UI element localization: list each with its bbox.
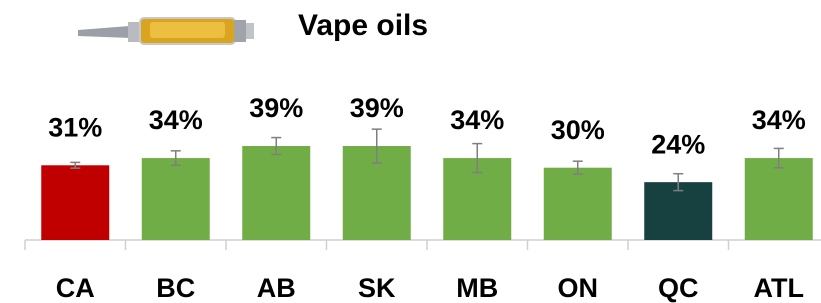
x-tick-label: SK xyxy=(358,273,396,303)
bar xyxy=(41,165,109,240)
chart-title: Vape oils xyxy=(298,9,428,42)
value-label: 30% xyxy=(551,115,605,145)
x-tick-label: AB xyxy=(257,273,296,303)
x-tick-label: CA xyxy=(56,273,95,303)
value-label: 34% xyxy=(450,105,504,135)
value-label: 39% xyxy=(350,93,404,123)
vape-cartridge-icon xyxy=(78,18,254,44)
x-tick-label: ATL xyxy=(754,273,804,303)
value-label: 34% xyxy=(149,105,203,135)
value-label: 31% xyxy=(48,112,102,142)
x-tick-label: BC xyxy=(156,273,195,303)
value-label: 39% xyxy=(249,93,303,123)
chart: Vape oils 31% CA 34% BC 39% AB 39% SK 34% MB 30% ON… xyxy=(0,0,821,303)
x-tick-label: MB xyxy=(456,273,498,303)
value-label: 34% xyxy=(752,105,806,135)
x-tick-label: QC xyxy=(658,273,699,303)
bar xyxy=(242,146,310,240)
bar xyxy=(544,168,612,240)
value-label: 24% xyxy=(651,129,705,159)
bar xyxy=(142,158,210,240)
bar xyxy=(745,158,813,240)
x-tick-label: ON xyxy=(558,273,599,303)
